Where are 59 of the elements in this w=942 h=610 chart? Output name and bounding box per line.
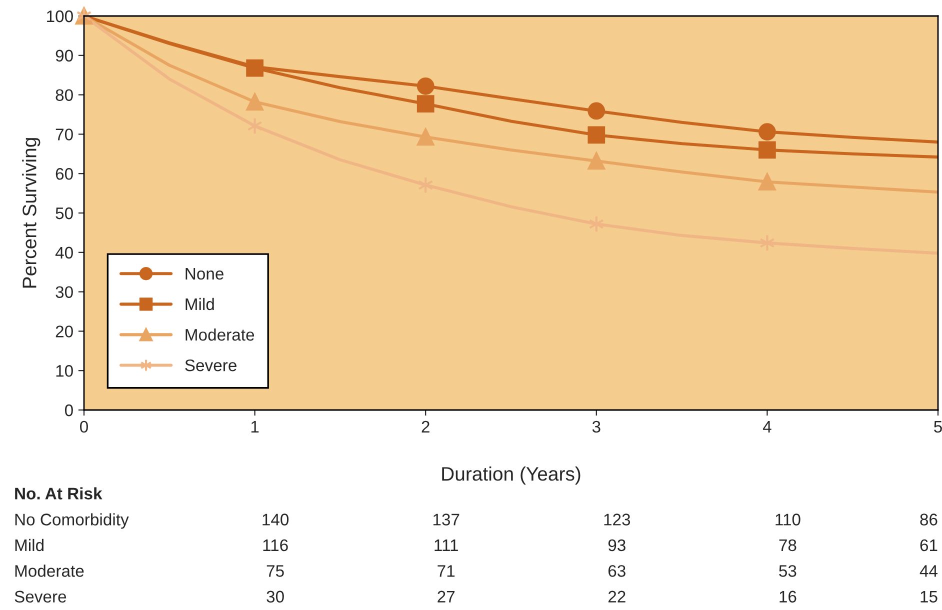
point	[588, 102, 606, 120]
point	[758, 141, 776, 159]
text: 86	[920, 514, 938, 526]
y-tick-label: 10	[56, 365, 73, 377]
x-tick-label: 1	[251, 421, 259, 432]
text: 75	[266, 565, 284, 577]
text: 44	[920, 565, 938, 577]
point	[416, 95, 434, 113]
text: 78	[779, 539, 796, 552]
text: 93	[608, 539, 626, 552]
point	[758, 123, 776, 141]
text: 123	[604, 514, 630, 526]
x-tick-label: 0	[80, 420, 88, 433]
text: 110	[776, 514, 800, 526]
point	[246, 59, 264, 77]
point	[588, 126, 606, 144]
text: Mild	[15, 538, 44, 552]
text: Moderate	[15, 564, 84, 577]
text: No Comorbidity	[15, 513, 129, 529]
text: 140	[262, 514, 289, 526]
y-tick-label: 90	[56, 50, 73, 62]
point	[246, 93, 264, 111]
x-axis-title: Duration (Years)	[442, 466, 580, 485]
point	[416, 128, 434, 146]
text: No. At Risk	[15, 487, 102, 500]
point	[588, 152, 606, 170]
y-tick-label: 20	[56, 326, 73, 338]
y-axis-title: Percent Surviving	[22, 138, 40, 288]
text: 71	[438, 565, 455, 577]
y-tick-label: 40	[55, 246, 73, 259]
text: 137	[433, 514, 460, 526]
legend-label: Severe	[185, 359, 236, 372]
y-tick-label: 0	[64, 404, 73, 416]
y-tick-label: 60	[56, 168, 73, 180]
y-tick-label: 80	[56, 89, 73, 102]
y-tick-label: 70	[56, 128, 73, 140]
legend-label: Moderate	[186, 328, 254, 341]
x-tick-label: 5	[934, 421, 942, 433]
text: 111	[434, 540, 458, 552]
text: 53	[779, 565, 796, 577]
y-tick-label: 30	[56, 286, 73, 298]
x-tick-label: 2	[422, 420, 430, 432]
text: 63	[608, 565, 626, 577]
y-tick-label: 100	[47, 10, 73, 22]
text: Severe	[14, 590, 66, 603]
y-tick-label: 50	[56, 207, 73, 220]
text: 116	[263, 539, 288, 552]
x-tick-label: 4	[762, 421, 772, 432]
text: 61	[920, 539, 938, 552]
legend-label: Mild	[186, 298, 214, 310]
text: 27	[438, 590, 455, 602]
text: 30	[266, 590, 284, 603]
legend-label: None	[186, 268, 224, 280]
text: 15	[920, 590, 938, 603]
text: 22	[608, 590, 626, 602]
point	[758, 173, 776, 191]
x-tick-label: 3	[592, 420, 600, 433]
text: 16	[780, 590, 796, 603]
point	[416, 77, 434, 95]
